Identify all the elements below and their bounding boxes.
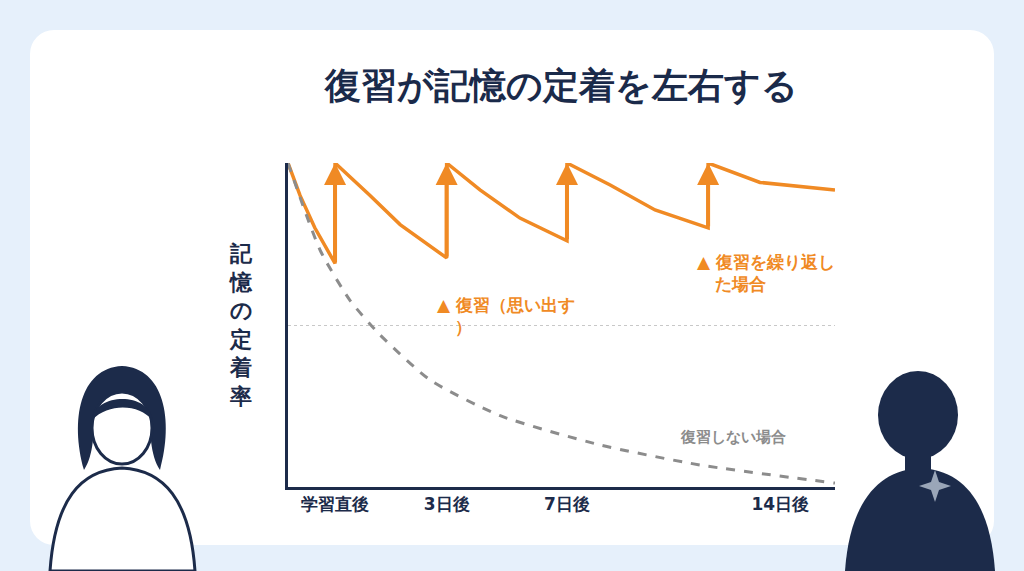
svg-text:復習が記憶の定着を左右する: 復習が記憶の定着を左右する (324, 65, 798, 106)
svg-text:3日後: 3日後 (424, 494, 470, 514)
svg-text:▲ 復習（思い出す ）: ▲ 復習（思い出す ） (437, 295, 575, 337)
svg-text:▲ 復習を繰り返し た場合: ▲ 復習を繰り返し た場合 (697, 252, 835, 294)
svg-text:14日後: 14日後 (751, 494, 809, 514)
svg-text:復習しない場合: 復習しない場合 (680, 428, 786, 446)
svg-text:記憶の定着率: 記憶の定着率 (228, 241, 253, 409)
svg-text:学習直後: 学習直後 (301, 494, 369, 514)
svg-text:7日後: 7日後 (544, 494, 590, 514)
